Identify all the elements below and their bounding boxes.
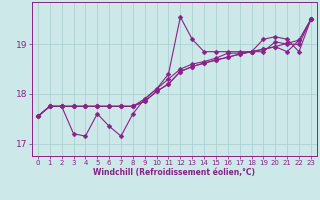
- X-axis label: Windchill (Refroidissement éolien,°C): Windchill (Refroidissement éolien,°C): [93, 168, 255, 177]
